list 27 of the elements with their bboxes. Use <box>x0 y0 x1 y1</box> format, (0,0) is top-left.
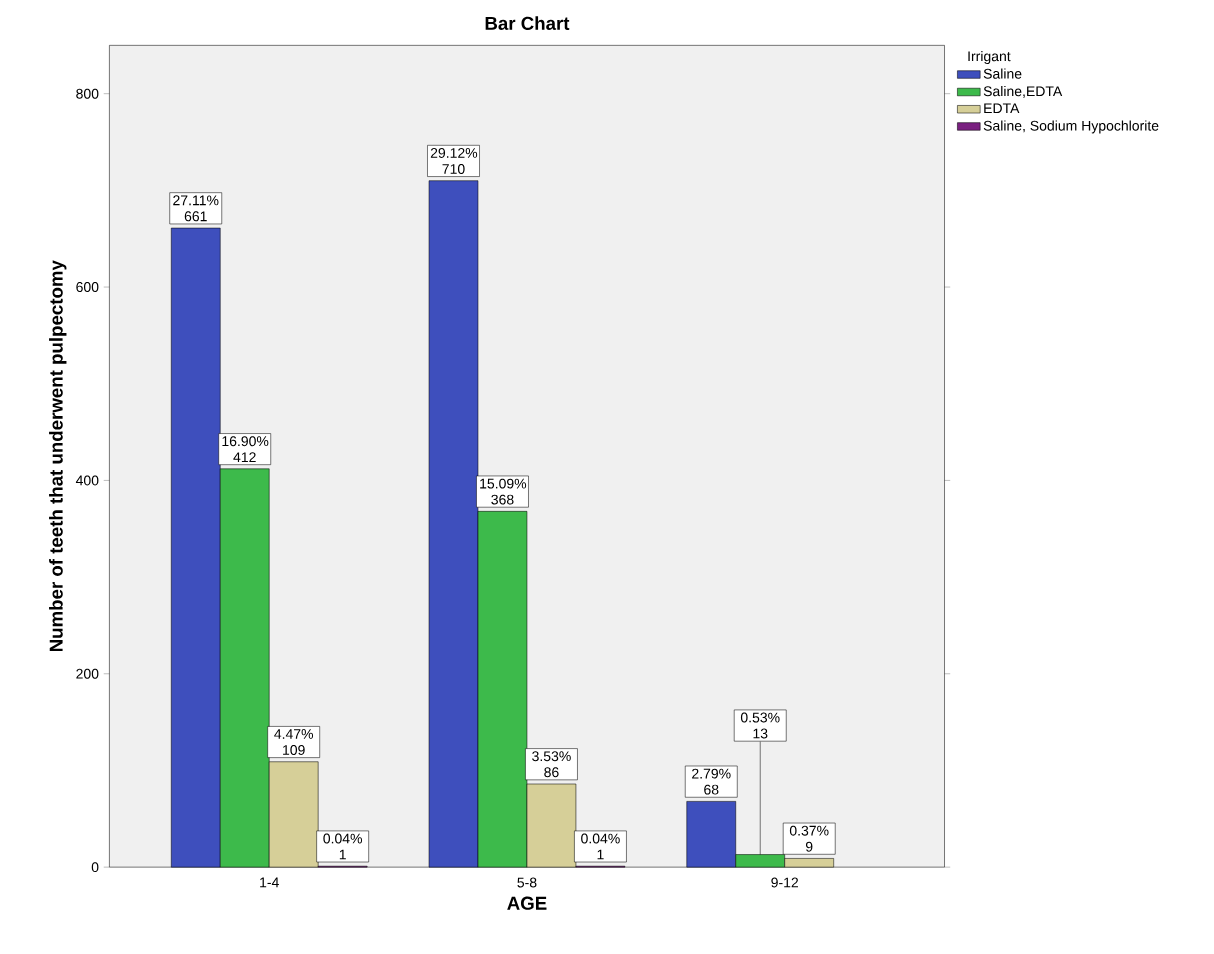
y-tick-label: 800 <box>76 88 99 99</box>
chart-title: Bar Chart <box>485 16 570 31</box>
legend-title: Irrigant <box>968 51 1011 65</box>
x-tick-label: 5-8 <box>517 877 537 888</box>
legend-label: Saline,EDTA <box>983 86 1063 98</box>
y-tick-label: 600 <box>76 282 99 293</box>
x-tick-label: 9-12 <box>771 877 799 888</box>
data-label: 0.53% 13 <box>740 712 780 739</box>
data-label: 2.79% 68 <box>692 768 731 795</box>
data-label: 3.53% 86 <box>532 751 571 778</box>
data-label: 16.90% 412 <box>222 436 269 463</box>
data-label: 29.12% 710 <box>430 148 478 174</box>
x-tick-label: 1-4 <box>260 877 279 888</box>
data-label: 27.11% 661 <box>173 195 219 222</box>
data-label: 0.37% 9 <box>789 825 829 852</box>
data-label: 0.04% 1 <box>581 833 620 860</box>
data-label: 15.09% 368 <box>480 478 527 505</box>
legend-label: EDTA <box>984 103 1020 114</box>
x-axis-title: AGE <box>507 896 547 910</box>
legend-label: Saline <box>983 68 1022 79</box>
data-label: 0.04% 1 <box>323 833 363 860</box>
data-label: 4.47% 109 <box>274 729 314 756</box>
y-tick-label: 200 <box>76 668 99 679</box>
y-tick-label: 400 <box>75 475 99 486</box>
y-tick-label: 0 <box>91 862 99 873</box>
legend-label: Saline, Sodium Hypochlorite <box>983 120 1159 134</box>
y-axis-title: Number of teeth that underwent pulpectomy <box>49 260 67 652</box>
